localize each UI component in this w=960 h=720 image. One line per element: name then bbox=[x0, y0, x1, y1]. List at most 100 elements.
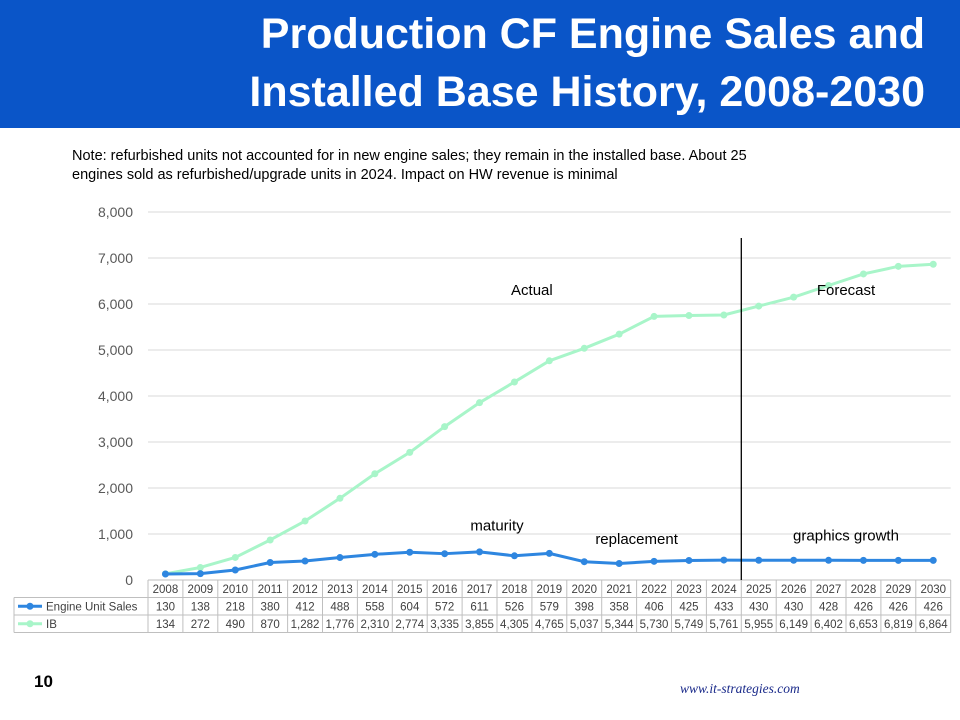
data-table-value: 5,730 bbox=[640, 619, 669, 631]
data-table-value: 426 bbox=[889, 602, 908, 614]
data-table-value: 5,344 bbox=[605, 619, 634, 631]
data-point bbox=[615, 330, 623, 338]
x-tick-label: 2020 bbox=[571, 584, 597, 596]
chart-note: Note: refurbished units not accounted fo… bbox=[72, 147, 912, 185]
title-line-1: Production CF Engine Sales and bbox=[260, 10, 925, 58]
data-table-value: 430 bbox=[784, 602, 803, 614]
data-table-value: 134 bbox=[156, 619, 176, 631]
data-table-value: 6,149 bbox=[779, 619, 808, 631]
data-table-value: 1,776 bbox=[326, 619, 355, 631]
data-point bbox=[859, 270, 867, 278]
data-point bbox=[510, 552, 518, 560]
x-tick-label: 2013 bbox=[327, 584, 353, 596]
note-line-1: Note: refurbished units not accounted fo… bbox=[72, 148, 747, 164]
annotation: Actual bbox=[511, 282, 553, 299]
data-table-value: 1,282 bbox=[291, 619, 320, 631]
data-table-value: 412 bbox=[295, 602, 314, 614]
note-line-2: engines sold as refurbished/upgrade unit… bbox=[72, 167, 618, 183]
legend-marker bbox=[26, 620, 34, 628]
data-point bbox=[196, 563, 204, 571]
data-table-value: 579 bbox=[540, 602, 559, 614]
data-table-value: 870 bbox=[261, 619, 280, 631]
data-point bbox=[859, 556, 867, 564]
x-tick-label: 2023 bbox=[676, 584, 702, 596]
data-table-value: 425 bbox=[679, 602, 698, 614]
data-point bbox=[825, 556, 833, 564]
data-table-value: 6,819 bbox=[884, 619, 913, 631]
data-table-value: 611 bbox=[470, 602, 488, 614]
legend-label: IB bbox=[46, 619, 57, 631]
data-table-value: 272 bbox=[191, 619, 210, 631]
data-point bbox=[371, 470, 379, 478]
x-tick-label: 2022 bbox=[641, 584, 667, 596]
y-tick-label: 7,000 bbox=[98, 250, 133, 266]
data-point bbox=[545, 357, 553, 365]
x-tick-label: 2027 bbox=[816, 584, 842, 596]
data-table-value: 5,761 bbox=[709, 619, 738, 631]
x-tick-label: 2019 bbox=[537, 584, 563, 596]
data-table-value: 5,037 bbox=[570, 619, 599, 631]
data-table-value: 490 bbox=[226, 619, 245, 631]
data-point bbox=[231, 566, 239, 574]
y-tick-label: 5,000 bbox=[98, 342, 133, 358]
y-tick-label: 6,000 bbox=[98, 296, 133, 312]
y-tick-label: 8,000 bbox=[98, 204, 133, 220]
data-point bbox=[825, 282, 833, 290]
title-line-2: Installed Base History, 2008-2030 bbox=[249, 68, 925, 116]
data-table-value: 4,305 bbox=[500, 619, 529, 631]
data-table-value: 426 bbox=[924, 602, 943, 614]
website-link[interactable]: www.it-strategies.com bbox=[680, 681, 800, 696]
data-point bbox=[266, 536, 274, 544]
data-table-value: 3,335 bbox=[430, 619, 459, 631]
data-table-value: 426 bbox=[854, 602, 873, 614]
page-number: 10 bbox=[34, 672, 53, 691]
data-point bbox=[580, 558, 588, 566]
legend-label: Engine Unit Sales bbox=[46, 602, 138, 614]
x-tick-label: 2029 bbox=[886, 584, 912, 596]
data-point bbox=[755, 556, 763, 564]
data-table-value: 3,855 bbox=[465, 619, 494, 631]
x-tick-label: 2030 bbox=[920, 584, 946, 596]
annotation: maturity bbox=[470, 517, 524, 534]
data-point bbox=[650, 557, 658, 565]
data-point bbox=[929, 260, 937, 268]
data-point bbox=[371, 550, 379, 558]
data-point bbox=[894, 556, 902, 564]
y-tick-label: 2,000 bbox=[98, 480, 133, 496]
data-point bbox=[790, 556, 798, 564]
data-table-value: 358 bbox=[610, 602, 629, 614]
annotation: Forecast bbox=[817, 282, 876, 299]
x-tick-label: 2014 bbox=[362, 584, 388, 596]
x-tick-label: 2016 bbox=[432, 584, 458, 596]
data-point bbox=[476, 399, 484, 407]
data-point bbox=[929, 556, 937, 564]
data-table-value: 6,864 bbox=[919, 619, 948, 631]
data-point bbox=[685, 556, 693, 564]
data-point bbox=[301, 517, 309, 525]
data-point bbox=[545, 549, 553, 557]
x-tick-label: 2012 bbox=[292, 584, 318, 596]
data-table-value: 2,774 bbox=[395, 619, 424, 631]
data-point bbox=[441, 423, 449, 431]
data-point bbox=[755, 302, 763, 310]
title-banner: Production CF Engine Sales and Installed… bbox=[0, 0, 960, 128]
data-point bbox=[266, 559, 274, 567]
data-point bbox=[336, 554, 344, 562]
data-table-value: 6,402 bbox=[814, 619, 843, 631]
x-tick-label: 2017 bbox=[467, 584, 493, 596]
data-table-value: 572 bbox=[435, 602, 454, 614]
data-point bbox=[476, 548, 484, 556]
line-chart: 0 1,000 2,000 3,000 4,000 5,000 6,000 7,000 8,00… bbox=[13, 204, 952, 633]
x-tick-label: 2021 bbox=[606, 584, 632, 596]
x-tick-label: 2025 bbox=[746, 584, 772, 596]
data-point bbox=[406, 548, 414, 556]
data-table-value: 430 bbox=[749, 602, 768, 614]
data-table-value: 428 bbox=[819, 602, 838, 614]
data-point bbox=[301, 557, 309, 565]
data-table-value: 4,765 bbox=[535, 619, 564, 631]
data-point bbox=[685, 312, 693, 320]
data-table-value: 558 bbox=[365, 602, 384, 614]
data-table-value: 5,749 bbox=[675, 619, 704, 631]
data-point bbox=[720, 311, 728, 319]
data-table-value: 433 bbox=[714, 602, 733, 614]
